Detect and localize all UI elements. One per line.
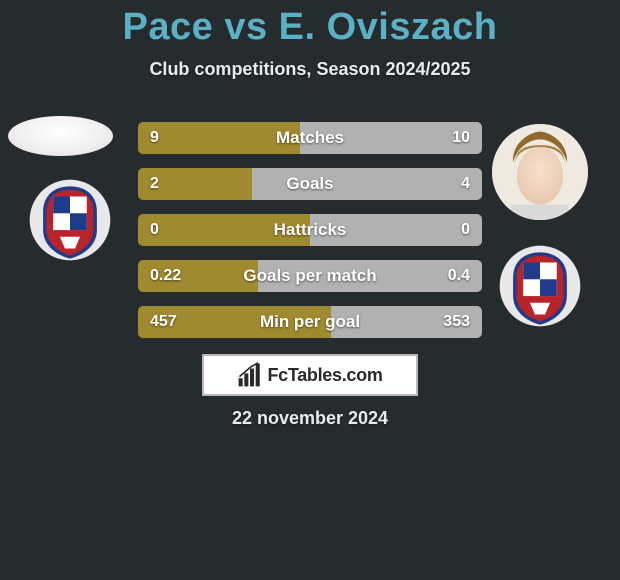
stat-bar-left [138, 168, 252, 200]
subtitle: Club competitions, Season 2024/2025 [0, 59, 620, 80]
player2-avatar [492, 124, 588, 220]
stat-bar-left [138, 122, 300, 154]
player1-avatar [8, 116, 113, 156]
fctables-logo-icon [237, 362, 263, 388]
stat-bars: Matches910 Goals24 Hattricks00 Goals per ma… [138, 122, 482, 352]
stat-bar-left [138, 260, 258, 292]
brand-box: FcTables.com [202, 354, 418, 396]
brand-text: FcTables.com [267, 365, 382, 386]
stat-bar-right [258, 260, 482, 292]
stat-row: Hattricks00 [138, 214, 482, 246]
stat-bar-right [300, 122, 482, 154]
stat-bar-right [310, 214, 482, 246]
comparison-title: Pace vs E. Oviszach [0, 0, 620, 49]
player1-name: Pace [123, 6, 214, 48]
stat-bar-left [138, 214, 310, 246]
stat-row: Matches910 [138, 122, 482, 154]
stat-row: Goals24 [138, 168, 482, 200]
vs-text: vs [224, 6, 267, 48]
player2-club-badge [498, 244, 582, 328]
player1-club-badge [28, 178, 112, 262]
stat-bar-left [138, 306, 331, 338]
date-line: 22 november 2024 [0, 408, 620, 429]
player2-name: E. Oviszach [279, 6, 498, 48]
stat-row: Goals per match0.220.4 [138, 260, 482, 292]
stat-bar-right [252, 168, 482, 200]
stat-row: Min per goal457353 [138, 306, 482, 338]
comparison-stage: Matches910 Goals24 Hattricks00 Goals per ma… [0, 116, 620, 348]
stat-bar-right [331, 306, 482, 338]
